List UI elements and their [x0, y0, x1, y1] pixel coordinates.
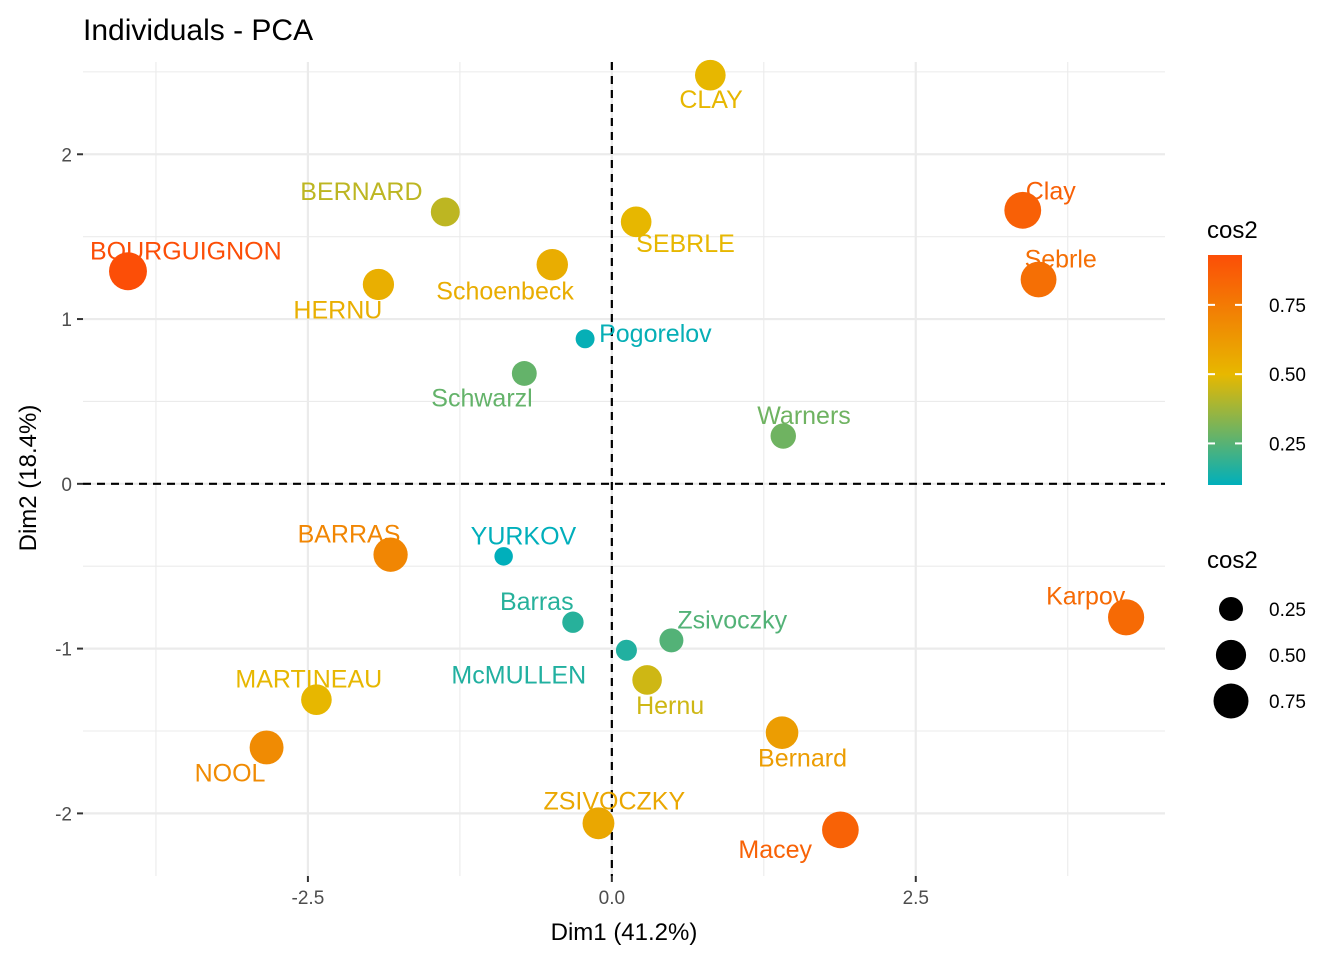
data-point: [373, 537, 408, 572]
point-label: BARRAS: [298, 521, 401, 549]
point-label: Sebrle: [1025, 246, 1097, 274]
data-point: [511, 360, 537, 386]
size-legend-label: 0.75: [1269, 692, 1306, 713]
size-legend-key: [1215, 639, 1247, 671]
size-legend-label: 0.50: [1269, 646, 1306, 667]
color-legend-ticks: 0.25 0.50 0.75: [1208, 296, 1306, 455]
size-legend-key: [1219, 597, 1243, 621]
y-axis-ticks: -2 -1 0 1 2: [55, 145, 83, 825]
point-label: NOOL: [195, 759, 266, 787]
color-legend-tick-label: 0.50: [1269, 365, 1306, 386]
major-gridlines: [83, 62, 1165, 876]
data-point: [109, 252, 147, 291]
data-point: [1020, 261, 1057, 298]
point-label: MARTINEAU: [235, 666, 382, 694]
point-label: Warners: [757, 402, 851, 430]
y-axis-title: Dim2 (18.4%): [15, 405, 42, 552]
point-label: BERNARD: [300, 178, 422, 206]
size-legend-key: [1213, 683, 1249, 719]
data-point: [430, 197, 460, 227]
point-label: Zsivoczky: [677, 606, 787, 634]
data-points: [109, 59, 1145, 849]
data-point: [632, 665, 662, 695]
point-label: Karpov: [1046, 582, 1126, 610]
data-point: [362, 268, 395, 301]
color-legend-tick-label: 0.75: [1269, 296, 1306, 317]
data-point: [301, 684, 332, 716]
point-label: Pogorelov: [599, 320, 712, 348]
color-legend-bar: [1208, 255, 1242, 485]
x-tick-label: 2.5: [903, 888, 929, 909]
point-label: Bernard: [758, 745, 847, 773]
chart-title: Individuals - PCA: [83, 14, 313, 47]
size-legend-items: 0.25 0.50 0.75: [1213, 597, 1306, 719]
data-point: [695, 59, 726, 91]
size-legend-title: cos2: [1207, 547, 1258, 574]
point-label: Schoenbeck: [436, 278, 574, 306]
data-point: [575, 329, 595, 349]
y-tick-label: 0: [61, 475, 72, 496]
data-point: [615, 639, 637, 661]
point-labels: SEBRLE CLAY BERNARD YURKOV ZSIVOCZKY McMULLEN…: [90, 86, 1126, 864]
data-point: [822, 811, 859, 849]
x-axis-ticks: -2.5 0.0 2.5: [292, 876, 929, 909]
data-point: [620, 206, 652, 238]
y-tick-label: -2: [55, 804, 72, 825]
point-label: Clay: [1026, 177, 1077, 205]
data-point: [536, 248, 568, 281]
data-point: [562, 611, 584, 633]
data-point: [582, 807, 615, 840]
point-label: McMULLEN: [451, 661, 586, 689]
data-point: [249, 730, 284, 765]
point-label: Hernu: [636, 692, 704, 720]
point-label: HERNU: [293, 296, 382, 324]
point-label: Macey: [738, 836, 812, 864]
point-label: Schwarzl: [431, 384, 532, 412]
x-tick-label: 0.0: [599, 888, 625, 909]
x-tick-label: -2.5: [292, 888, 325, 909]
data-point: [765, 716, 799, 749]
y-tick-label: 2: [61, 145, 72, 166]
color-legend: cos2 0.25 0.50 0.75: [1207, 217, 1306, 485]
data-point: [770, 423, 796, 449]
y-tick-label: -1: [55, 640, 72, 661]
data-point: [1108, 599, 1145, 636]
size-legend-label: 0.25: [1269, 600, 1306, 621]
point-label: ZSIVOCZKY: [543, 787, 685, 815]
reference-lines: [83, 62, 1165, 876]
y-tick-label: 1: [61, 310, 72, 331]
point-label: SEBRLE: [636, 230, 735, 258]
point-label: Barras: [500, 588, 574, 616]
color-legend-tick-label: 0.25: [1269, 434, 1306, 455]
data-point: [659, 628, 684, 653]
data-point: [494, 547, 513, 566]
color-legend-title: cos2: [1207, 217, 1258, 244]
point-label: CLAY: [679, 86, 743, 114]
point-label: YURKOV: [471, 522, 577, 550]
point-label: BOURGUIGNON: [90, 237, 282, 265]
size-legend: cos2 0.25 0.50 0.75: [1207, 547, 1306, 719]
minor-gridlines: [83, 62, 1165, 876]
data-point: [1004, 191, 1042, 229]
x-axis-title: Dim1 (41.2%): [551, 919, 698, 946]
